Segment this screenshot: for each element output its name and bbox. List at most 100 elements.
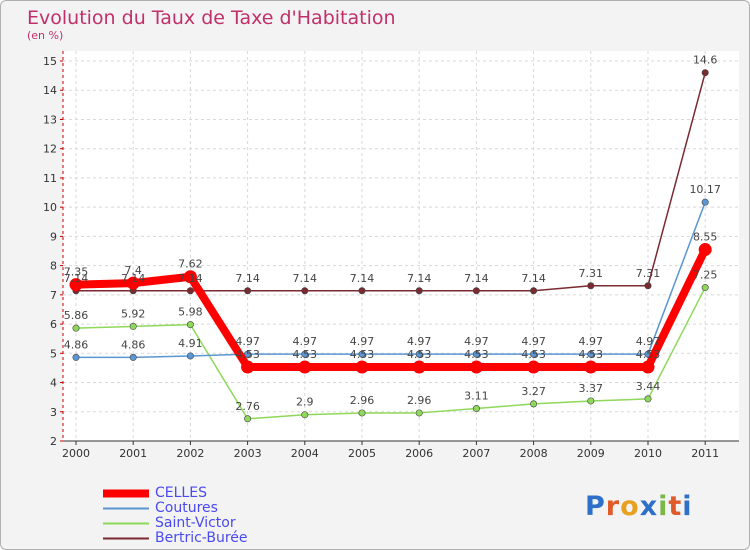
data-label: 7.25: [693, 269, 718, 282]
data-point: [701, 198, 709, 206]
data-point: [358, 350, 366, 358]
proxiti-logo: Proxiti: [585, 491, 693, 522]
data-label: 7.62: [178, 258, 203, 271]
series-line-saint-victor: [75, 287, 706, 420]
data-label: 4.53: [464, 348, 489, 361]
y-tick-label: 5: [50, 347, 57, 360]
x-tick-label: 2010: [634, 447, 662, 460]
y-tick-label: 2: [50, 435, 57, 448]
data-label: 4.97: [464, 335, 489, 348]
legend-label: Coutures: [155, 500, 218, 516]
data-point: [412, 360, 426, 374]
data-point: [129, 353, 137, 361]
x-tick-label: 2009: [577, 447, 605, 460]
data-point: [186, 352, 194, 360]
x-tick-label: 2008: [520, 447, 548, 460]
data-point: [530, 287, 538, 295]
series-line-coutures: [76, 201, 706, 359]
data-label: 4.53: [407, 348, 432, 361]
data-point: [701, 69, 709, 77]
logo-letter: i: [658, 491, 669, 522]
y-tick-label: 4: [50, 377, 57, 390]
y-tick-label: 12: [43, 143, 57, 156]
data-point: [301, 287, 309, 295]
data-point: [358, 287, 366, 295]
data-label: 4.53: [521, 348, 546, 361]
legend-item-coutures: Coutures: [101, 501, 248, 516]
data-point: [72, 353, 80, 361]
data-label: 7.14: [521, 272, 546, 285]
data-label: 7.14: [407, 272, 432, 285]
data-label: 8.55: [693, 231, 718, 244]
y-tick-label: 13: [43, 113, 57, 126]
data-point: [587, 282, 595, 290]
data-label: 14.6: [693, 54, 718, 67]
data-label: 4.97: [235, 335, 260, 348]
data-label: 5.98: [178, 306, 203, 319]
data-label: 5.86: [64, 309, 89, 322]
data-label: 4.97: [579, 335, 604, 348]
data-label: 7.35: [64, 266, 89, 279]
data-point: [472, 405, 480, 413]
series-line-bertric-bur-e: [76, 72, 706, 292]
data-label: 7.14: [235, 272, 260, 285]
data-label: 7.14: [350, 272, 375, 285]
data-point: [587, 350, 595, 358]
data-point: [241, 360, 255, 374]
x-tick-label: 2004: [291, 447, 319, 460]
legend-item-saint-victor: Saint-Victor: [101, 516, 248, 531]
data-label: 7.14: [464, 272, 489, 285]
logo-letter: i: [682, 491, 693, 522]
data-point: [472, 287, 480, 295]
data-label: 2.76: [235, 400, 260, 413]
data-point: [530, 350, 538, 358]
legend-label: CELLES: [155, 485, 207, 501]
y-tick-label: 11: [43, 172, 57, 185]
data-point: [415, 409, 423, 417]
y-tick-label: 14: [43, 84, 57, 97]
data-point: [641, 360, 655, 374]
data-point: [472, 350, 480, 358]
data-label: 4.91: [178, 337, 203, 350]
y-tick-label: 6: [50, 318, 57, 331]
data-label: 7.14: [178, 272, 203, 285]
data-label: 2.96: [350, 394, 375, 407]
data-label: 3.11: [464, 390, 489, 403]
legend-label: Saint-Victor: [155, 515, 236, 531]
data-label: 4.53: [235, 348, 260, 361]
data-point: [126, 276, 140, 290]
logo-letter: o: [620, 491, 640, 522]
data-label: 2.96: [407, 394, 432, 407]
logo-letter: x: [639, 491, 659, 522]
data-point: [355, 360, 369, 374]
data-label: 4.97: [293, 335, 318, 348]
data-label: 4.53: [579, 348, 604, 361]
data-point: [72, 324, 80, 332]
logo-letter: r: [605, 491, 621, 522]
data-label: 4.53: [636, 348, 661, 361]
data-point: [701, 284, 709, 292]
data-label: 4.97: [636, 335, 661, 348]
y-tick-label: 3: [50, 406, 57, 419]
data-point: [584, 360, 598, 374]
y-tick-label: 10: [43, 201, 57, 214]
data-label: 2.9: [296, 396, 314, 409]
data-label: 4.53: [293, 348, 318, 361]
data-point: [415, 350, 423, 358]
legend: CELLES Coutures Saint-Victor Bertric-Bur…: [101, 486, 248, 546]
x-tick-label: 2000: [62, 447, 90, 460]
plot-area: [63, 51, 739, 441]
data-label: 3.44: [636, 380, 661, 393]
data-point: [301, 411, 309, 419]
data-point: [358, 409, 366, 417]
x-tick-label: 2007: [462, 447, 490, 460]
x-tick-label: 2001: [119, 447, 147, 460]
y-tick-label: 9: [50, 230, 57, 243]
x-tick-label: 2002: [176, 447, 204, 460]
data-label: 7.31: [636, 267, 661, 280]
data-point: [244, 287, 252, 295]
data-label: 4.53: [350, 348, 375, 361]
data-label: 4.97: [350, 335, 375, 348]
